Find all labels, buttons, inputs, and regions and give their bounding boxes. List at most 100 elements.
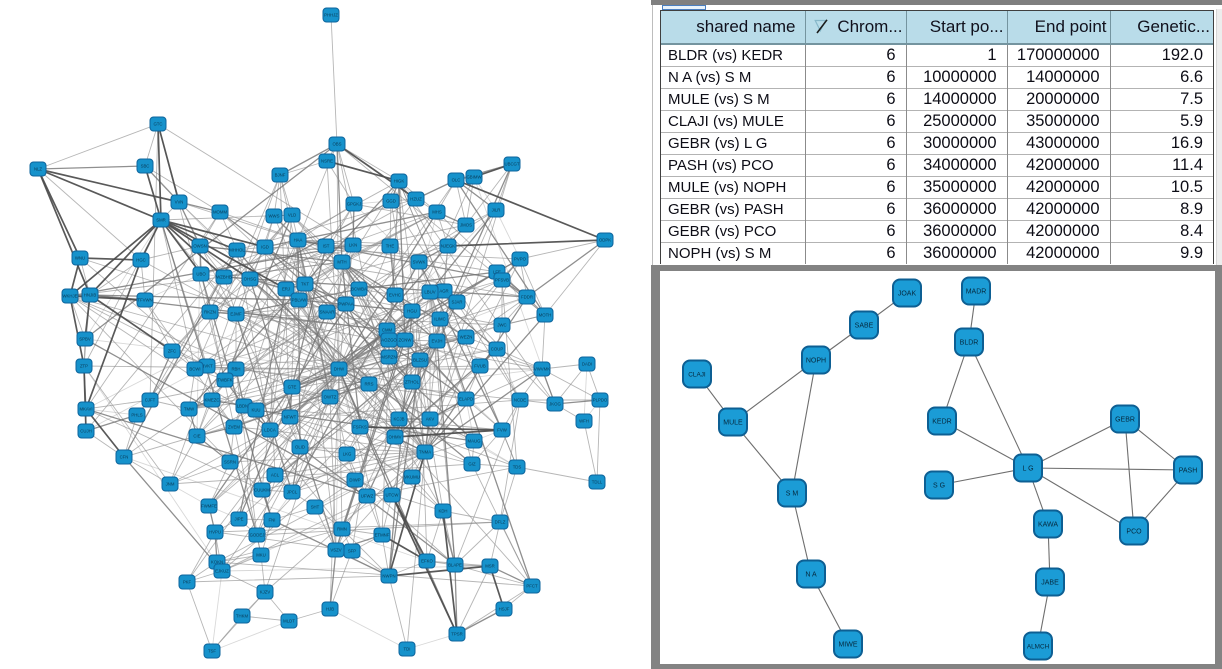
svg-text:PBLVW: PBLVW xyxy=(292,298,308,303)
svg-text:WEZN: WEZN xyxy=(460,335,473,340)
svg-text:WFH: WFH xyxy=(579,419,589,424)
svg-text:BLZSU: BLZSU xyxy=(413,358,427,363)
svg-text:ALMCH: ALMCH xyxy=(1027,643,1050,650)
svg-text:EFKO: EFKO xyxy=(421,559,433,564)
svg-text:BCWI: BCWI xyxy=(189,367,200,372)
svg-text:SABE: SABE xyxy=(855,322,874,329)
svg-text:OWSN: OWSN xyxy=(193,244,206,249)
svg-text:TDLL: TDLL xyxy=(592,480,603,485)
svg-text:ZTHOL: ZTHOL xyxy=(405,380,420,385)
svg-text:TSF: TSF xyxy=(208,649,216,654)
svg-text:EVHC: EVHC xyxy=(389,293,401,298)
svg-text:KDH: KDH xyxy=(438,509,447,514)
svg-text:RKZN: RKZN xyxy=(204,310,216,315)
svg-text:FWMFE: FWMFE xyxy=(201,504,217,509)
svg-text:ACL: ACL xyxy=(271,473,280,478)
svg-text:FVW: FVW xyxy=(497,428,507,433)
svg-text:ZVEM: ZVEM xyxy=(228,425,240,430)
svg-text:IST: IST xyxy=(323,244,330,249)
svg-text:JKOG: JKOG xyxy=(549,402,561,407)
svg-text:OLID: OLID xyxy=(295,445,305,450)
svg-text:RRS: RRS xyxy=(364,382,373,387)
svg-text:GTC: GTC xyxy=(153,122,162,127)
svg-text:MADR: MADR xyxy=(966,288,987,295)
svg-text:ZCNW: ZCNW xyxy=(399,338,413,343)
svg-text:LKG: LKG xyxy=(343,452,352,457)
svg-text:TNMA: TNMA xyxy=(419,450,431,455)
svg-text:HZUZ: HZUZ xyxy=(410,197,422,202)
svg-text:PLPDO: PLPDO xyxy=(593,398,608,403)
svg-text:SSRN: SSRN xyxy=(224,460,236,465)
svg-text:ERJ: ERJ xyxy=(282,287,290,292)
svg-text:KAWA: KAWA xyxy=(1038,521,1058,528)
svg-text:HJB: HJB xyxy=(326,607,334,612)
svg-text:MHHOL: MHHOL xyxy=(229,248,245,253)
svg-text:SHT: SHT xyxy=(311,505,320,510)
svg-text:FNI: FNI xyxy=(269,518,276,523)
svg-text:HAA: HAA xyxy=(294,238,303,243)
svg-text:WKHJE: WKHJE xyxy=(62,294,77,299)
svg-text:MULE: MULE xyxy=(723,419,743,426)
svg-text:JMOS: JMOS xyxy=(460,223,472,228)
svg-text:VWVMK: VWVMK xyxy=(534,367,550,372)
svg-text:ODPK: ODPK xyxy=(599,238,611,243)
svg-text:WWS: WWS xyxy=(269,214,280,219)
svg-text:BJNF: BJNF xyxy=(275,173,286,178)
svg-text:HGU: HGU xyxy=(407,309,417,314)
svg-text:DIWP: DIWP xyxy=(349,478,360,483)
svg-text:OHSG: OHSG xyxy=(244,277,257,282)
svg-text:NVKT: NVKT xyxy=(201,364,213,369)
svg-text:PVPO: PVPO xyxy=(514,257,527,262)
svg-text:SVWK: SVWK xyxy=(413,260,426,265)
svg-text:UBO: UBO xyxy=(196,272,206,277)
svg-text:GGD: GGD xyxy=(386,199,396,204)
svg-text:OWTZ: OWTZ xyxy=(324,395,337,400)
svg-text:GPGKJ: GPGKJ xyxy=(347,202,362,207)
svg-text:JABE: JABE xyxy=(1041,579,1059,586)
svg-text:NFWT: NFWT xyxy=(284,415,297,420)
svg-text:AKV: AKV xyxy=(426,417,435,422)
svg-text:COUP: COUP xyxy=(491,347,504,352)
svg-text:JNM: JNM xyxy=(166,482,175,487)
svg-text:IGD: IGD xyxy=(261,245,269,250)
svg-text:TFVWN: TFVWN xyxy=(137,298,152,303)
svg-text:DFLZ: DFLZ xyxy=(495,520,506,525)
svg-text:ZTP: ZTP xyxy=(80,364,88,369)
svg-text:AOZGO: AOZGO xyxy=(381,338,397,343)
svg-text:DHW: DHW xyxy=(334,367,345,372)
svg-text:JPCL: JPCL xyxy=(287,490,298,495)
svg-text:MOMM: MOMM xyxy=(213,210,228,215)
svg-text:NCDE: NCDE xyxy=(514,398,526,403)
svg-text:MKAVI: MKAVI xyxy=(79,407,92,412)
svg-text:PHLS: PHLS xyxy=(131,413,142,418)
svg-text:LKN: LKN xyxy=(349,243,357,248)
svg-text:SMR: SMR xyxy=(156,218,166,223)
svg-text:OLC: OLC xyxy=(452,178,461,183)
svg-text:HNJIB: HNJIB xyxy=(84,293,97,298)
svg-text:KCJB: KCJB xyxy=(394,417,405,422)
svg-text:AGR: AGR xyxy=(439,289,448,294)
svg-text:MOTH: MOTH xyxy=(539,313,552,318)
svg-text:VVN: VVN xyxy=(175,200,184,205)
svg-text:UBCGT: UBCGT xyxy=(504,162,519,167)
svg-text:TDI: TDI xyxy=(404,647,411,652)
svg-text:UTCW: UTCW xyxy=(386,493,400,498)
svg-text:RBH: RBH xyxy=(231,367,240,372)
svg-text:LBUV: LBUV xyxy=(424,290,435,295)
svg-text:S M: S M xyxy=(786,490,799,497)
svg-text:JILR: JILR xyxy=(492,208,501,213)
svg-text:CIE: CIE xyxy=(193,434,200,439)
svg-text:LFE: LFE xyxy=(493,270,501,275)
svg-text:CLAJI: CLAJI xyxy=(688,371,706,378)
svg-text:RMN: RMN xyxy=(337,527,347,532)
svg-text:EVJH: EVJH xyxy=(432,339,443,344)
svg-text:SBC: SBC xyxy=(141,164,150,169)
svg-text:KJZV: KJZV xyxy=(260,590,271,595)
svg-text:PHHJZ: PHHJZ xyxy=(324,13,338,18)
svg-text:PFCT: PFCT xyxy=(526,584,538,589)
svg-text:N A: N A xyxy=(805,571,817,578)
svg-text:S G: S G xyxy=(933,482,945,489)
svg-text:KEDR: KEDR xyxy=(932,418,951,425)
svg-text:NSRE: NSRE xyxy=(321,159,333,164)
svg-text:GBIMW: GBIMW xyxy=(466,175,482,180)
